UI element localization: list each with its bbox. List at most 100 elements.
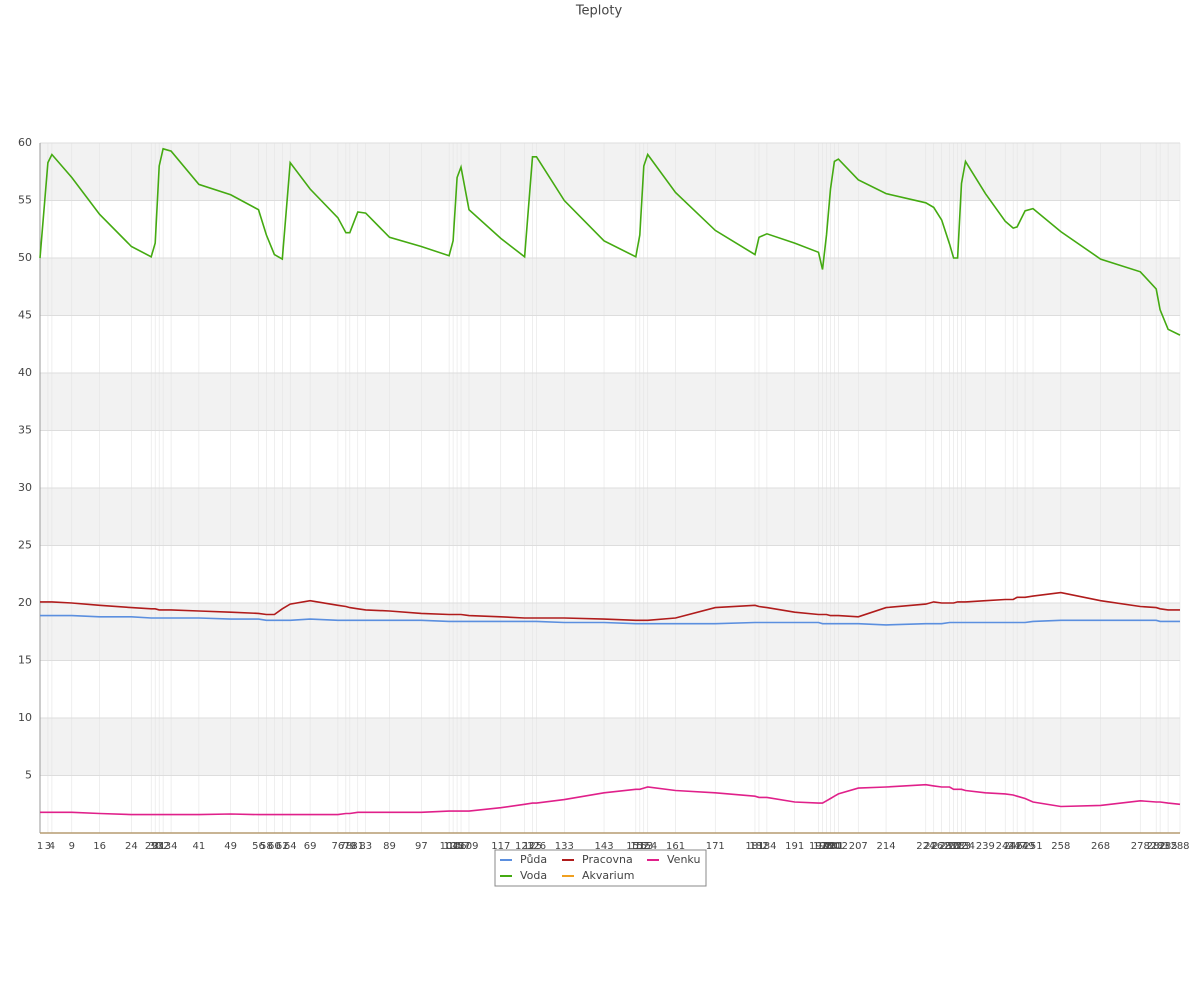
x-tick-label: 117 bbox=[491, 841, 510, 852]
x-tick-label: 1 bbox=[37, 841, 43, 852]
legend-box bbox=[494, 849, 707, 887]
x-tick-label: 107 bbox=[451, 841, 470, 852]
x-tick-label: 251 bbox=[1023, 841, 1042, 852]
x-tick-label: 31 bbox=[153, 841, 166, 852]
x-tick-label: 258 bbox=[1051, 841, 1070, 852]
x-tick-label: 16 bbox=[93, 841, 106, 852]
x-tick-label: 152 bbox=[630, 841, 649, 852]
x-tick-label: 62 bbox=[276, 841, 289, 852]
x-tick-label: 41 bbox=[193, 841, 206, 852]
x-tick-label: 79 bbox=[343, 841, 356, 852]
x-tick-label: 76 bbox=[332, 841, 345, 852]
x-tick-label: 60 bbox=[268, 841, 281, 852]
x-tick-label: 199 bbox=[817, 841, 836, 852]
x-tick-label: 171 bbox=[706, 841, 725, 852]
y-tick-label: 10 bbox=[18, 711, 32, 724]
x-tick-label: 268 bbox=[1091, 841, 1110, 852]
x-tick-label: 133 bbox=[555, 841, 574, 852]
legend-label: Akvarium bbox=[582, 869, 634, 882]
y-tick-label: 60 bbox=[18, 136, 32, 149]
x-tick-label: 214 bbox=[877, 841, 896, 852]
x-tick-label: 283 bbox=[1151, 841, 1170, 852]
x-tick-label: 89 bbox=[383, 841, 396, 852]
x-tick-label: 161 bbox=[666, 841, 685, 852]
x-tick-label: 184 bbox=[757, 841, 776, 852]
y-tick-label: 55 bbox=[18, 194, 32, 207]
grid-band bbox=[40, 718, 1180, 776]
y-tick-label: 25 bbox=[18, 539, 32, 552]
x-tick-label: 32 bbox=[157, 841, 170, 852]
x-tick-label: 64 bbox=[284, 841, 297, 852]
x-tick-label: 78 bbox=[339, 841, 352, 852]
x-tick-label: 29 bbox=[145, 841, 158, 852]
x-tick-label: 56 bbox=[252, 841, 265, 852]
x-tick-label: 153 bbox=[634, 841, 653, 852]
x-tick-label: 247 bbox=[1008, 841, 1027, 852]
x-tick-label: 105 bbox=[444, 841, 463, 852]
x-tick-label: 231 bbox=[944, 841, 963, 852]
x-tick-label: 123 bbox=[515, 841, 534, 852]
x-tick-label: 197 bbox=[809, 841, 828, 852]
x-tick-label: 198 bbox=[813, 841, 832, 852]
x-tick-label: 81 bbox=[351, 841, 364, 852]
x-tick-label: 282 bbox=[1147, 841, 1166, 852]
x-tick-label: 9 bbox=[69, 841, 75, 852]
x-tick-label: 181 bbox=[745, 841, 764, 852]
x-tick-label: 83 bbox=[359, 841, 372, 852]
x-tick-label: 69 bbox=[304, 841, 317, 852]
x-tick-label: 106 bbox=[448, 841, 467, 852]
x-tick-label: 244 bbox=[996, 841, 1015, 852]
x-tick-label: 230 bbox=[940, 841, 959, 852]
series-line bbox=[39, 147, 1181, 336]
y-tick-label: 5 bbox=[25, 769, 32, 782]
x-tick-label: 224 bbox=[916, 841, 935, 852]
x-tick-label: 234 bbox=[956, 841, 975, 852]
legend-label: Voda bbox=[520, 869, 547, 882]
y-tick-label: 45 bbox=[18, 309, 32, 322]
series-line bbox=[40, 614, 1180, 626]
x-tick-label: 285 bbox=[1159, 841, 1178, 852]
x-tick-label: 125 bbox=[523, 841, 542, 852]
x-tick-label: 24 bbox=[125, 841, 138, 852]
x-tick-label: 151 bbox=[626, 841, 645, 852]
x-tick-label: 232 bbox=[948, 841, 967, 852]
x-tick-label: 58 bbox=[260, 841, 273, 852]
x-tick-label: 202 bbox=[829, 841, 848, 852]
x-tick-label: 30 bbox=[149, 841, 162, 852]
x-tick-label: 3 bbox=[45, 841, 51, 852]
x-tick-label: 249 bbox=[1016, 841, 1035, 852]
chart-title: Teploty bbox=[575, 4, 623, 19]
y-tick-label: 30 bbox=[18, 481, 32, 494]
x-tick-label: 288 bbox=[1170, 841, 1189, 852]
grid-band bbox=[40, 488, 1180, 546]
y-tick-label: 35 bbox=[18, 424, 32, 437]
x-tick-label: 201 bbox=[825, 841, 844, 852]
x-tick-label: 239 bbox=[976, 841, 995, 852]
x-tick-label: 226 bbox=[924, 841, 943, 852]
series-line bbox=[40, 783, 1181, 816]
x-tick-label: 109 bbox=[459, 841, 478, 852]
x-tick-label: 233 bbox=[952, 841, 971, 852]
series-line bbox=[40, 591, 1180, 622]
y-tick-label: 20 bbox=[18, 596, 32, 609]
grid-band bbox=[40, 373, 1180, 431]
x-tick-label: 104 bbox=[440, 841, 459, 852]
x-tick-label: 207 bbox=[849, 841, 868, 852]
x-tick-label: 34 bbox=[165, 841, 178, 852]
x-tick-label: 154 bbox=[638, 841, 657, 852]
x-tick-label: 97 bbox=[415, 841, 428, 852]
x-tick-label: 246 bbox=[1004, 841, 1023, 852]
y-tick-label: 50 bbox=[18, 251, 32, 264]
y-tick-label: 40 bbox=[18, 366, 32, 379]
x-tick-label: 126 bbox=[527, 841, 546, 852]
x-tick-label: 278 bbox=[1131, 841, 1150, 852]
legend-label: Pracovna bbox=[582, 853, 633, 866]
x-tick-label: 200 bbox=[821, 841, 840, 852]
x-tick-label: 49 bbox=[224, 841, 237, 852]
x-tick-label: 228 bbox=[932, 841, 951, 852]
legend-label: Venku bbox=[667, 853, 700, 866]
x-tick-label: 182 bbox=[749, 841, 768, 852]
x-tick-label: 143 bbox=[594, 841, 613, 852]
